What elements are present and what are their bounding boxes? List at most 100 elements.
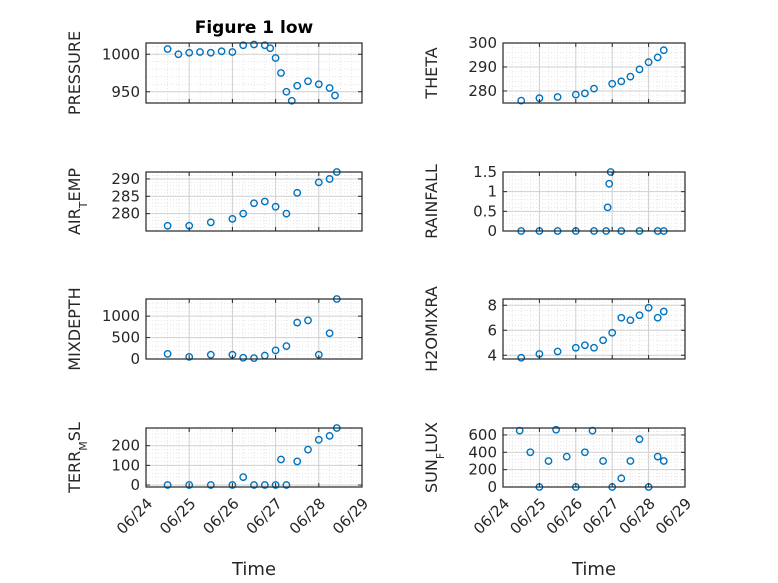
panel-top-right: 280 290 300 THETA [422, 34, 686, 105]
data-point [562, 452, 571, 461]
data-point [271, 202, 280, 211]
data-point [608, 328, 617, 337]
data-point [293, 318, 302, 327]
axes-box [145, 298, 363, 360]
y-tick-label: 200 [468, 461, 497, 479]
data-point [163, 349, 172, 358]
data-point [544, 457, 553, 465]
data-point [260, 481, 269, 489]
data-point [260, 197, 269, 206]
y-axis-label: AIRTEMP [65, 168, 90, 235]
data-point [293, 188, 302, 197]
data-point [526, 448, 535, 457]
y-axis-label: H2OMIXRA [422, 286, 441, 372]
data-point [605, 179, 614, 188]
axes-box [145, 171, 363, 232]
data-point [517, 353, 526, 362]
y-tick-label: 200 [111, 437, 140, 455]
data-point [271, 54, 280, 62]
data-point [266, 44, 275, 53]
y-axis-label: PRESSURE [65, 31, 84, 115]
data-point [185, 352, 194, 361]
data-point [617, 77, 626, 86]
data-point [644, 303, 653, 312]
data-point [239, 353, 248, 362]
y-tick-label: 0 [487, 478, 497, 496]
data-point [304, 316, 312, 325]
y-tick-label: 0 [130, 350, 140, 368]
x-axis-label: Time [571, 559, 616, 580]
data-point [571, 90, 580, 99]
data-point [293, 457, 302, 466]
data-point [653, 452, 662, 461]
axes-box [502, 298, 686, 360]
data-point [239, 473, 248, 482]
data-point [271, 481, 280, 489]
data-point [250, 40, 258, 49]
data-point [206, 481, 215, 489]
data-point [250, 354, 258, 363]
data-point [617, 474, 626, 483]
data-point [196, 48, 204, 56]
data-point [659, 457, 668, 465]
data-point [581, 341, 589, 350]
data-point [599, 457, 607, 465]
data-point [217, 47, 226, 56]
data-point [185, 481, 194, 489]
data-point [206, 48, 215, 57]
data-point [571, 343, 580, 352]
data-point [635, 311, 644, 320]
data-point [282, 342, 291, 351]
data-point [304, 77, 312, 86]
data-point [325, 329, 334, 338]
data-point [659, 307, 668, 316]
y-tick-label: 300 [468, 34, 497, 52]
data-point [314, 80, 323, 89]
data-point [331, 91, 339, 100]
y-tick-label: 1.5 [473, 163, 497, 181]
data-point [590, 84, 598, 93]
data-point [581, 448, 589, 457]
data-point [325, 431, 334, 440]
panel-top-left: 950 1000 PRESSURE [65, 31, 363, 115]
data-point [314, 178, 323, 187]
y-axis-label: TERRMSL [65, 422, 90, 494]
y-axis-label: MIXDEPTH [65, 287, 84, 370]
data-point [599, 336, 607, 345]
y-tick-label: 0 [130, 476, 140, 494]
data-point [239, 209, 248, 218]
panel-third-right: 4 6 8 H2OMIXRA [422, 286, 686, 372]
data-point [608, 79, 617, 88]
y-tick-label: 400 [468, 443, 497, 461]
data-point [626, 457, 635, 465]
data-point [635, 65, 644, 74]
data-point [287, 96, 296, 105]
data-point [617, 313, 626, 322]
data-point [206, 350, 215, 359]
y-tick-label: 1000 [102, 307, 140, 325]
data-point [626, 72, 635, 81]
y-axis-label: RAINFALL [422, 164, 441, 239]
data-point [206, 218, 215, 227]
y-tick-label: 4 [487, 346, 497, 364]
y-tick-label: 100 [111, 456, 140, 474]
y-tick-label: 500 [111, 329, 140, 347]
data-point [293, 81, 302, 90]
data-point [163, 45, 172, 53]
data-point [517, 96, 526, 105]
axes-box [502, 427, 686, 488]
data-point [239, 41, 248, 50]
data-point [282, 209, 291, 218]
data-point [325, 84, 334, 92]
y-tick-label: 280 [468, 82, 497, 100]
data-point [603, 203, 612, 212]
panel-third-left: 0 500 1000 MIXDEPTH [65, 287, 363, 371]
figure-title: Figure 1 low [195, 18, 314, 38]
data-point [163, 481, 172, 489]
data-point [635, 435, 644, 444]
data-point [174, 50, 183, 59]
data-point [163, 221, 172, 230]
y-tick-label: 8 [487, 296, 497, 314]
